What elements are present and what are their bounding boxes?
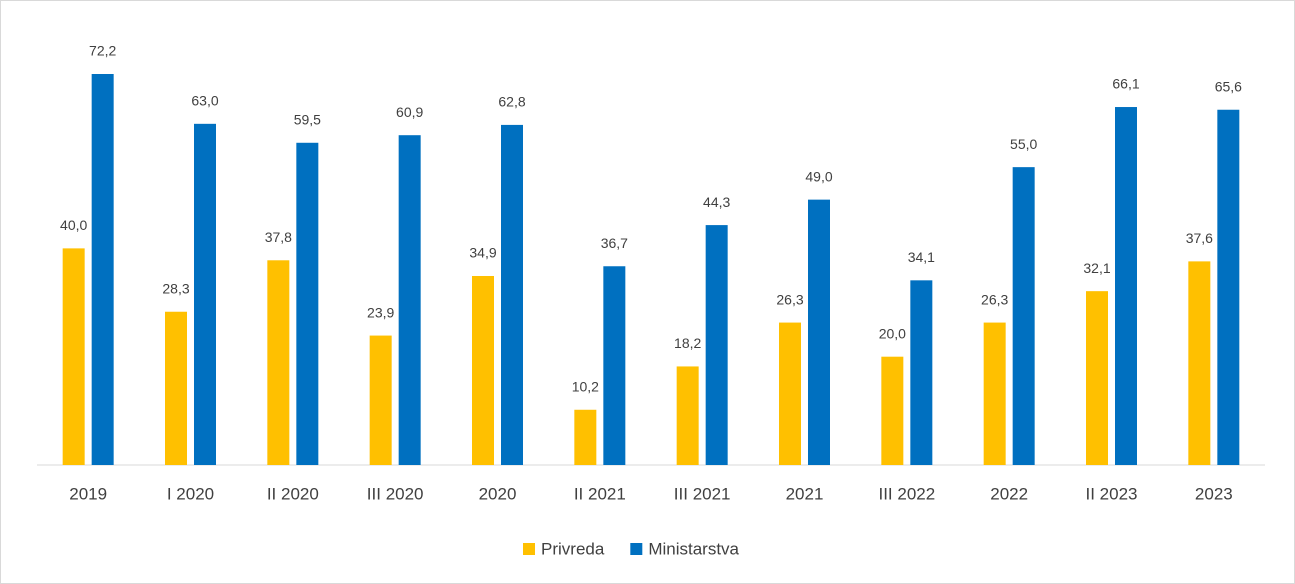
x-tick-label: III 2020 bbox=[367, 484, 424, 503]
bar bbox=[705, 225, 728, 465]
data-label: 62,8 bbox=[498, 94, 525, 110]
x-tick-label: 2020 bbox=[479, 484, 517, 503]
bar bbox=[165, 311, 187, 465]
x-tick-label: II 2020 bbox=[267, 484, 319, 503]
data-label: 66,1 bbox=[1112, 76, 1139, 92]
bar bbox=[983, 322, 1006, 465]
x-tick-label: 2022 bbox=[990, 484, 1028, 503]
data-label: 59,5 bbox=[294, 111, 321, 127]
data-label: 26,3 bbox=[981, 291, 1008, 307]
legend-label: Ministarstva bbox=[648, 539, 739, 558]
bar bbox=[574, 409, 597, 465]
x-tick-label: III 2022 bbox=[878, 484, 935, 503]
data-label: 10,2 bbox=[572, 378, 599, 394]
data-label: 72,2 bbox=[89, 43, 116, 59]
x-tick-label: II 2021 bbox=[574, 484, 626, 503]
data-label: 65,6 bbox=[1215, 78, 1242, 94]
data-label: 36,7 bbox=[601, 235, 628, 251]
bar bbox=[881, 356, 904, 465]
x-tick-label: 2023 bbox=[1195, 484, 1233, 503]
bar bbox=[398, 135, 421, 465]
data-label: 44,3 bbox=[703, 194, 730, 210]
legend-label: Privreda bbox=[541, 539, 605, 558]
bar bbox=[472, 275, 494, 465]
data-label: 28,3 bbox=[162, 280, 189, 296]
legend-swatch bbox=[630, 543, 643, 555]
data-label: 18,2 bbox=[674, 335, 701, 351]
bar bbox=[501, 124, 523, 465]
data-label: 37,6 bbox=[1186, 230, 1213, 246]
data-label: 34,1 bbox=[908, 249, 935, 265]
bar bbox=[676, 366, 699, 465]
bar bbox=[296, 142, 319, 465]
bar bbox=[1217, 109, 1240, 466]
bar bbox=[1086, 291, 1108, 465]
data-label: 32,1 bbox=[1083, 260, 1110, 276]
data-label: 60,9 bbox=[396, 104, 423, 120]
x-tick-label: II 2023 bbox=[1086, 484, 1138, 503]
bar bbox=[779, 322, 801, 465]
data-label: 63,0 bbox=[191, 93, 218, 109]
data-label: 55,0 bbox=[1010, 136, 1037, 152]
bar bbox=[603, 266, 626, 465]
x-tick-label: III 2021 bbox=[674, 484, 731, 503]
legend-swatch bbox=[523, 543, 535, 555]
bar bbox=[91, 74, 114, 465]
bar bbox=[1012, 167, 1035, 465]
bar bbox=[194, 123, 216, 465]
bar bbox=[910, 280, 933, 465]
bar bbox=[1188, 261, 1211, 465]
bar bbox=[1115, 107, 1137, 466]
x-tick-label: 2021 bbox=[786, 484, 824, 503]
data-label: 26,3 bbox=[776, 291, 803, 307]
data-label: 37,8 bbox=[265, 229, 292, 245]
data-label: 20,0 bbox=[879, 325, 906, 341]
x-tick-label: I 2020 bbox=[167, 484, 214, 503]
data-label: 40,0 bbox=[60, 217, 87, 233]
data-label: 49,0 bbox=[805, 168, 832, 184]
data-label: 23,9 bbox=[367, 304, 394, 320]
x-tick-label: 2019 bbox=[69, 484, 107, 503]
bar bbox=[62, 248, 85, 465]
bar bbox=[369, 335, 392, 465]
data-label: 34,9 bbox=[469, 245, 496, 261]
bar bbox=[267, 260, 290, 465]
bar bbox=[808, 199, 830, 465]
